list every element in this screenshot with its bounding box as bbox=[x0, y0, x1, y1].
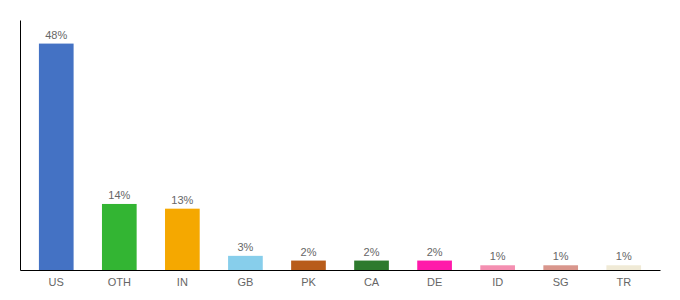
data-label: 2% bbox=[364, 246, 380, 258]
bar bbox=[165, 209, 200, 270]
data-label: 2% bbox=[427, 246, 443, 258]
y-axis bbox=[20, 21, 21, 271]
data-labels: 48% 14% 13% 3% 2% 2% 2% 1% 1% 1% bbox=[45, 29, 632, 263]
bar bbox=[102, 204, 137, 270]
data-label: 1% bbox=[616, 250, 632, 262]
x-tick-label: DE bbox=[427, 276, 442, 288]
x-tick-label: US bbox=[49, 276, 64, 288]
x-tick: CA bbox=[364, 276, 380, 288]
data-label: 2% bbox=[301, 246, 317, 258]
x-tick-label: ID bbox=[492, 276, 503, 288]
x-tick-label: SG bbox=[553, 276, 569, 288]
bar bbox=[480, 265, 515, 270]
bar bbox=[606, 265, 641, 270]
x-tick: US bbox=[49, 276, 64, 288]
data-label: 1% bbox=[553, 250, 569, 262]
data-label: 48% bbox=[45, 29, 67, 41]
bar bbox=[417, 261, 452, 270]
x-axis-line bbox=[21, 270, 661, 271]
x-tick: OTH bbox=[108, 276, 131, 288]
x-tick: IN bbox=[177, 276, 188, 288]
bar bbox=[291, 261, 326, 270]
plot: 48% 14% 13% 3% 2% 2% 2% 1% 1% 1% US OTH IN GB PK CA DE ID… bbox=[21, 21, 661, 288]
bars bbox=[39, 44, 641, 270]
bar bbox=[543, 265, 578, 270]
data-label: 3% bbox=[237, 241, 253, 253]
x-tick: SG bbox=[553, 276, 569, 288]
x-tick: ID bbox=[492, 276, 503, 288]
bar bbox=[354, 261, 389, 270]
bar bbox=[39, 44, 74, 270]
bar bbox=[228, 256, 263, 270]
x-tick: GB bbox=[237, 276, 253, 288]
x-tick-label: CA bbox=[364, 276, 380, 288]
data-label: 13% bbox=[171, 194, 193, 206]
x-tick-label: TR bbox=[616, 276, 631, 288]
x-tick-label: GB bbox=[237, 276, 253, 288]
x-tick-label: PK bbox=[301, 276, 316, 288]
x-tick: TR bbox=[616, 276, 631, 288]
x-tick-label: OTH bbox=[108, 276, 131, 288]
data-label: 1% bbox=[490, 250, 506, 262]
chart: 48% 14% 13% 3% 2% 2% 2% 1% 1% 1% US OTH IN GB PK CA DE ID… bbox=[0, 0, 680, 300]
x-tick: PK bbox=[301, 276, 316, 288]
x-axis: US OTH IN GB PK CA DE ID SG TR bbox=[21, 271, 661, 288]
data-label: 14% bbox=[108, 189, 130, 201]
y-axis-line bbox=[20, 21, 21, 271]
x-tick-label: IN bbox=[177, 276, 188, 288]
x-tick: DE bbox=[427, 276, 442, 288]
